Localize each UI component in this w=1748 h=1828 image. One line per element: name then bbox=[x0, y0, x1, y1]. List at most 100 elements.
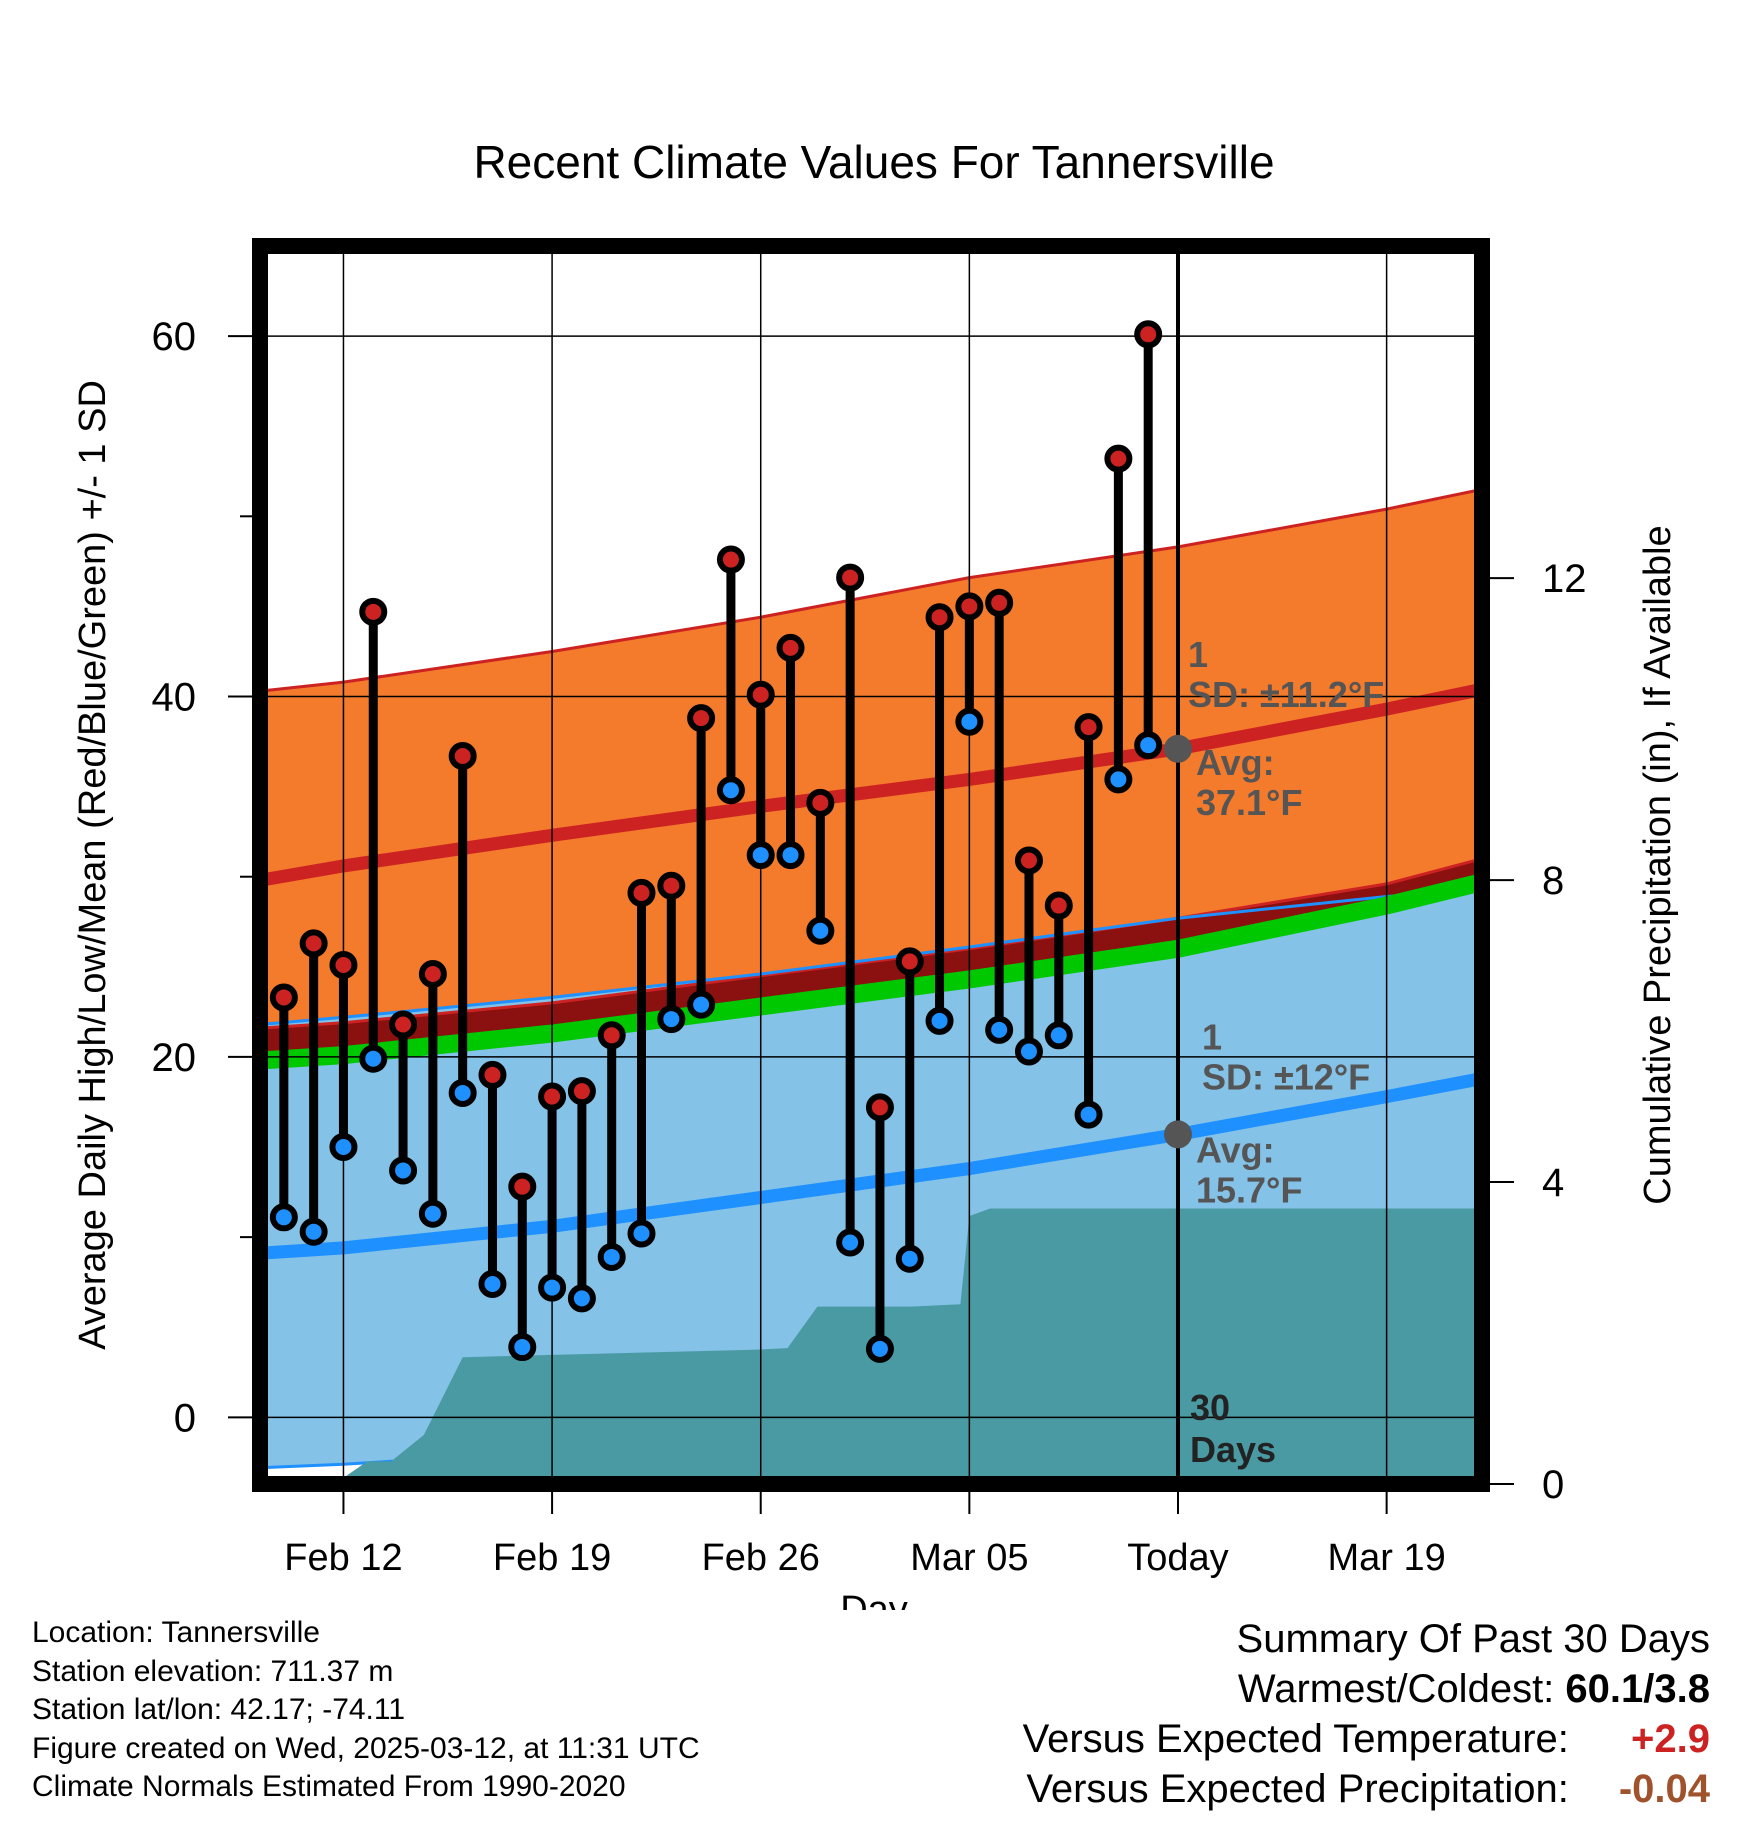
low-point bbox=[329, 1133, 358, 1162]
y-tick-label-left: 20 bbox=[152, 1036, 197, 1080]
high-sd-upper-line bbox=[260, 487, 1482, 693]
high-point bbox=[687, 704, 716, 733]
low-point bbox=[508, 1333, 537, 1362]
low-point bbox=[359, 1044, 388, 1073]
y-tick-label-left: 0 bbox=[174, 1396, 196, 1440]
high-point bbox=[1074, 713, 1103, 742]
normals-period: Climate Normals Estimated From 1990-2020 bbox=[32, 1770, 626, 1803]
high-point bbox=[895, 947, 924, 976]
low-point bbox=[955, 707, 984, 736]
x-tick-label: Feb 26 bbox=[702, 1537, 820, 1579]
station-location: Location: Tannersville bbox=[32, 1616, 320, 1649]
high-sd-lower-line bbox=[260, 857, 1482, 1030]
high-point bbox=[359, 597, 388, 626]
summary-precip-row: Versus Expected Precipitation: -0.04 bbox=[1023, 1764, 1710, 1814]
high-point bbox=[329, 951, 358, 980]
summary-temp-row: Versus Expected Temperature: +2.9 bbox=[1023, 1714, 1710, 1764]
high-point bbox=[836, 563, 865, 592]
warmest-value: 60.1/3.8 bbox=[1565, 1667, 1710, 1711]
x-axis-label: Day bbox=[840, 1589, 908, 1610]
low-point bbox=[925, 1006, 954, 1035]
climate-chart: Recent Climate Values For Tannersville 1… bbox=[72, 136, 1679, 1610]
x-tick-label: Mar 19 bbox=[1327, 1537, 1445, 1579]
summary-heading: Summary Of Past 30 Days bbox=[1236, 1617, 1710, 1661]
temp-label: Versus Expected Temperature: bbox=[1022, 1717, 1569, 1761]
low-point bbox=[627, 1219, 656, 1248]
high-point bbox=[389, 1010, 418, 1039]
high-point bbox=[746, 680, 775, 709]
high-mean-line bbox=[260, 682, 1482, 887]
high-point bbox=[1044, 891, 1073, 920]
high-point bbox=[597, 1021, 626, 1050]
y-axis-label-right: Cumulative Precipitation (in), If Availa… bbox=[1637, 525, 1679, 1204]
low-point bbox=[1044, 1021, 1073, 1050]
high-point bbox=[478, 1060, 507, 1089]
summary-panel: Summary Of Past 30 Days Warmest/Coldest:… bbox=[1023, 1614, 1710, 1814]
y-tick-label-right: 8 bbox=[1542, 859, 1564, 903]
high-point bbox=[925, 603, 954, 632]
temp-value: +2.9 bbox=[1631, 1717, 1710, 1761]
low-point bbox=[478, 1269, 507, 1298]
low-point bbox=[746, 841, 775, 870]
x-tick-label: Mar 05 bbox=[910, 1537, 1028, 1579]
low-mean-line bbox=[260, 1072, 1482, 1260]
low-avg-annotation: Avg: 15.7°F bbox=[1196, 1129, 1302, 1210]
low-point bbox=[448, 1078, 477, 1107]
low-point bbox=[389, 1156, 418, 1185]
high-point bbox=[627, 878, 656, 907]
low-point bbox=[1104, 765, 1133, 794]
warmest-label: Warmest/Coldest: bbox=[1237, 1667, 1555, 1711]
high-point bbox=[508, 1172, 537, 1201]
x-tick-label: Feb 12 bbox=[284, 1537, 402, 1579]
low-point bbox=[687, 990, 716, 1019]
y-tick-label-right: 4 bbox=[1542, 1161, 1564, 1205]
x-tick-label: Feb 19 bbox=[493, 1537, 611, 1579]
low-point bbox=[1014, 1037, 1043, 1066]
high-point bbox=[418, 960, 447, 989]
high-point bbox=[865, 1093, 894, 1122]
low-point bbox=[269, 1203, 298, 1232]
low-point bbox=[597, 1242, 626, 1271]
band-overlap bbox=[260, 858, 1482, 1061]
high-point bbox=[1104, 444, 1133, 473]
high-sd-annotation: 1 SD: ±11.2°F bbox=[1188, 634, 1384, 715]
low-point bbox=[418, 1199, 447, 1228]
low-point bbox=[1074, 1100, 1103, 1129]
station-latlon: Station lat/lon: 42.17; -74.11 bbox=[32, 1693, 406, 1726]
low-point bbox=[806, 916, 835, 945]
y-tick-label-right: 12 bbox=[1542, 557, 1587, 601]
high-point bbox=[1014, 846, 1043, 875]
summary-warmest-row: Warmest/Coldest: 60.1/3.8 bbox=[1023, 1664, 1710, 1714]
y-tick-label-left: 40 bbox=[152, 676, 197, 720]
high-point bbox=[1134, 320, 1163, 349]
high-point bbox=[538, 1082, 567, 1111]
low-point bbox=[836, 1228, 865, 1257]
high-point bbox=[299, 929, 328, 958]
low-point bbox=[865, 1334, 894, 1363]
figure-created: Figure created on Wed, 2025-03-12, at 11… bbox=[32, 1731, 700, 1765]
high-point bbox=[955, 592, 984, 621]
low-point bbox=[538, 1273, 567, 1302]
low-point bbox=[1134, 731, 1163, 760]
y-tick-label-right: 0 bbox=[1542, 1463, 1564, 1507]
high-avg-annotation: Avg: 37.1°F bbox=[1196, 742, 1302, 823]
precip-value: -0.04 bbox=[1618, 1767, 1710, 1811]
high-point bbox=[567, 1077, 596, 1106]
low-point bbox=[567, 1284, 596, 1313]
today-high-avg-marker bbox=[1163, 734, 1192, 763]
high-point bbox=[269, 983, 298, 1012]
low-point bbox=[299, 1217, 328, 1246]
low-point bbox=[657, 1005, 686, 1034]
low-sd-upper-line bbox=[260, 887, 1482, 1026]
high-point bbox=[806, 788, 835, 817]
precip-label: Versus Expected Precipitation: bbox=[1026, 1767, 1569, 1811]
high-point bbox=[776, 633, 805, 662]
y-tick-label-left: 60 bbox=[152, 315, 197, 359]
station-elevation: Station elevation: 711.37 m bbox=[32, 1654, 394, 1688]
low-point bbox=[985, 1015, 1014, 1044]
high-point bbox=[657, 871, 686, 900]
low-point bbox=[716, 776, 745, 805]
x-tick-label: Today bbox=[1127, 1537, 1228, 1579]
chart-title: Recent Climate Values For Tannersville bbox=[473, 136, 1274, 188]
low-sd-annotation: 1 SD: ±12°F bbox=[1202, 1016, 1370, 1097]
